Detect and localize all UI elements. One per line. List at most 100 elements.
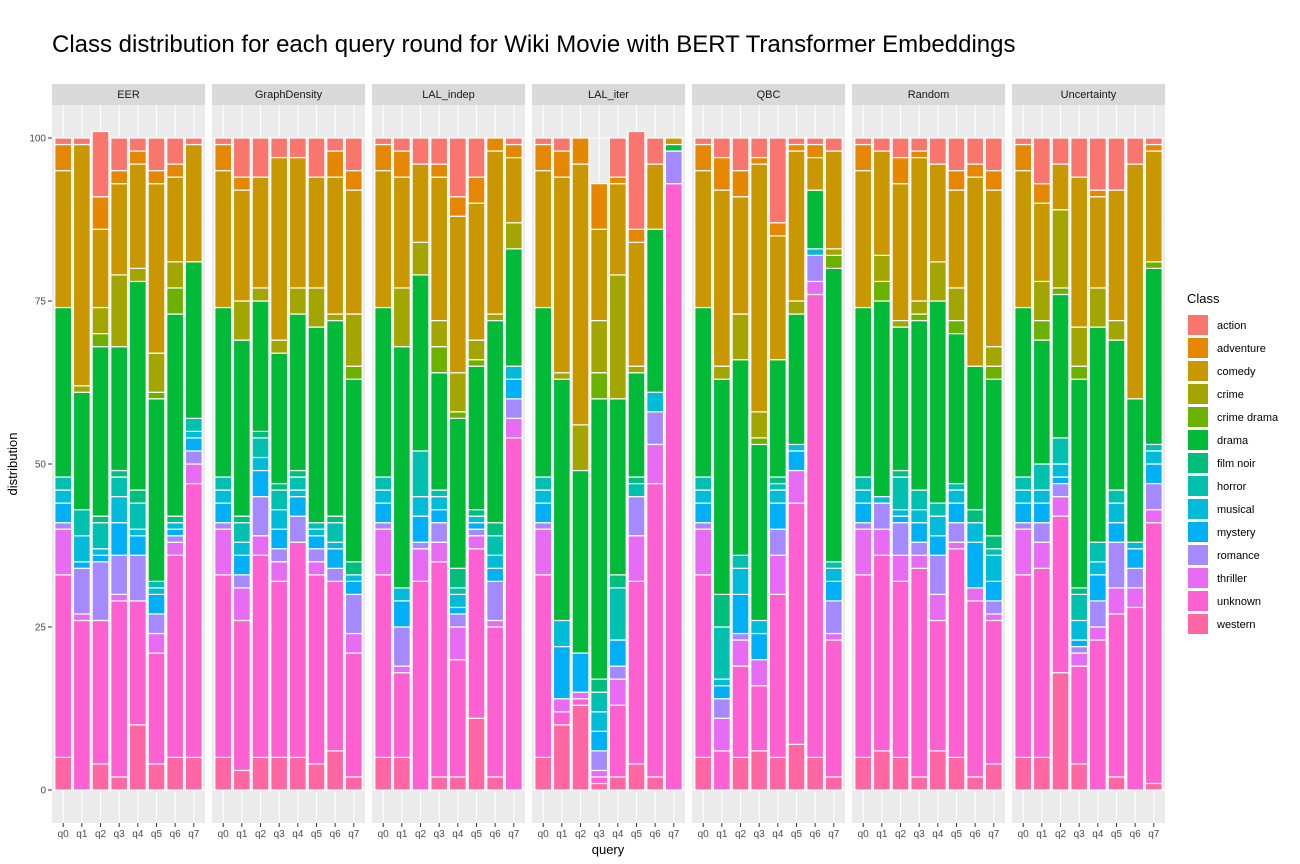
bar-segment-adventure — [534, 143, 553, 172]
x-tick-label: q7 — [828, 829, 840, 840]
bar-segment-comedy — [824, 150, 843, 250]
y-tick-label: 50 — [35, 460, 47, 471]
bar-segment-musical — [891, 509, 910, 517]
bar-segment-crime-drama — [1070, 365, 1089, 380]
bar-stack-q2 — [571, 137, 590, 791]
bar-segment-western — [1070, 763, 1089, 791]
bar-segment-horror — [326, 522, 345, 543]
bar-segment-crime — [750, 411, 769, 439]
bar-stack-q5 — [1107, 137, 1126, 791]
bar-segment-film-noir — [590, 678, 609, 693]
bar-segment-crime-drama — [947, 319, 966, 335]
bar-segment-comedy — [872, 150, 891, 256]
bar-segment-thriller — [872, 528, 891, 556]
bar-stack-q3 — [110, 137, 129, 791]
facet-strip — [1012, 84, 1165, 105]
bar-segment-musical — [872, 496, 891, 504]
legend-label: crime drama — [1217, 412, 1279, 424]
bar-segment-action — [731, 137, 750, 172]
bar-stack-q7 — [344, 137, 363, 791]
bar-segment-comedy — [214, 170, 233, 309]
x-tick-label: q4 — [932, 829, 944, 840]
bar-segment-action — [1088, 137, 1107, 191]
y-axis: 0 25 50 75 100 — [29, 134, 52, 797]
bar-segment-comedy — [54, 170, 73, 309]
facet-strip-label: EER — [117, 89, 140, 101]
bar-segment-western — [750, 750, 769, 791]
bar-segment-horror — [854, 476, 873, 491]
bar-segment-drama — [712, 378, 731, 595]
bar-segment-drama — [984, 378, 1003, 537]
bar-segment-western — [214, 756, 233, 791]
bar-segment-adventure — [91, 196, 110, 230]
x-tick-label: q6 — [330, 829, 342, 840]
bar-segment-drama — [166, 313, 185, 517]
legend-label: mystery — [1217, 527, 1256, 539]
bar-segment-thriller — [712, 717, 731, 752]
bar-segment-adventure — [344, 170, 363, 191]
bar-segment-romance — [344, 593, 363, 635]
bar-segment-unknown — [664, 183, 683, 791]
bar-segment-musical — [910, 509, 929, 524]
bar-segment-action — [110, 137, 129, 172]
x-tick-label: q4 — [612, 829, 624, 840]
bar-segment-musical — [806, 248, 825, 256]
bar-segment-thriller — [392, 665, 411, 674]
facet-qbc: QBC q0 q1 q2 q3 q4 q5 q6 q7 — [692, 84, 845, 840]
bar-segment-unknown — [1051, 515, 1070, 674]
bar-stack-q1 — [1032, 137, 1051, 791]
bar-segment-mystery — [824, 580, 843, 602]
bar-segment-mystery — [184, 437, 203, 452]
bar-segment-unknown — [467, 548, 486, 719]
bar-segment-adventure — [166, 163, 185, 178]
facet-uncertainty: Uncertainty q0 q1 q2 q3 q4 q5 q6 q7 — [1012, 84, 1165, 840]
bar-segment-crime-drama — [590, 372, 609, 400]
bar-segment-unknown — [307, 574, 326, 765]
bar-segment-romance — [664, 150, 683, 185]
bar-segment-musical — [694, 489, 713, 504]
bar-segment-drama — [1051, 293, 1070, 439]
bar-segment-unknown — [430, 561, 449, 778]
bar-segment-romance — [910, 541, 929, 556]
bar-segment-unknown — [1144, 522, 1163, 785]
bar-stack-q4 — [288, 137, 307, 791]
bar-segment-drama — [854, 306, 873, 478]
bar-segment-romance — [214, 522, 233, 530]
bar-segment-drama — [664, 143, 683, 152]
bar-segment-action — [147, 137, 166, 172]
bar-segment-action — [270, 137, 289, 159]
bar-stack-q7 — [824, 137, 843, 791]
bar-segment-musical — [288, 489, 307, 498]
bar-segment-mystery — [430, 509, 449, 524]
bar-segment-adventure — [214, 143, 233, 172]
bar-segment-unknown — [448, 658, 467, 778]
bar-segment-unknown — [552, 711, 571, 726]
bar-segment-drama — [872, 300, 891, 498]
bar-segment-romance — [147, 613, 166, 635]
x-tick-label: q2 — [415, 829, 427, 840]
bar-segment-romance — [947, 522, 966, 543]
facet-strip — [532, 84, 685, 105]
bar-segment-romance — [467, 528, 486, 537]
bar-segment-film-noir — [467, 509, 486, 517]
x-tick-label: q5 — [791, 829, 803, 840]
bar-segment-western — [552, 724, 571, 791]
legend: Class action adventure comedy crime crime dr… — [1187, 291, 1279, 634]
legend-item-unknown: unknown — [1188, 591, 1261, 611]
bar-segment-western — [1107, 776, 1126, 791]
bar-segment-musical — [1070, 619, 1089, 641]
bar-stack-q0 — [214, 137, 233, 791]
bar-segment-romance — [1144, 482, 1163, 511]
bar-segment-film-noir — [326, 515, 345, 524]
bar-segment-action — [1032, 137, 1051, 185]
bar-segment-musical — [646, 391, 665, 413]
bar-segment-crime — [1070, 326, 1089, 367]
x-tick-label: q3 — [594, 829, 606, 840]
bar-stack-q1 — [72, 137, 91, 791]
bar-segment-crime-drama — [910, 313, 929, 322]
bar-segment-adventure — [947, 170, 966, 191]
bar-segment-mystery — [392, 600, 411, 628]
bar-segment-drama — [806, 189, 825, 250]
bar-stack-q7 — [664, 137, 683, 791]
bar-segment-western — [787, 743, 806, 791]
